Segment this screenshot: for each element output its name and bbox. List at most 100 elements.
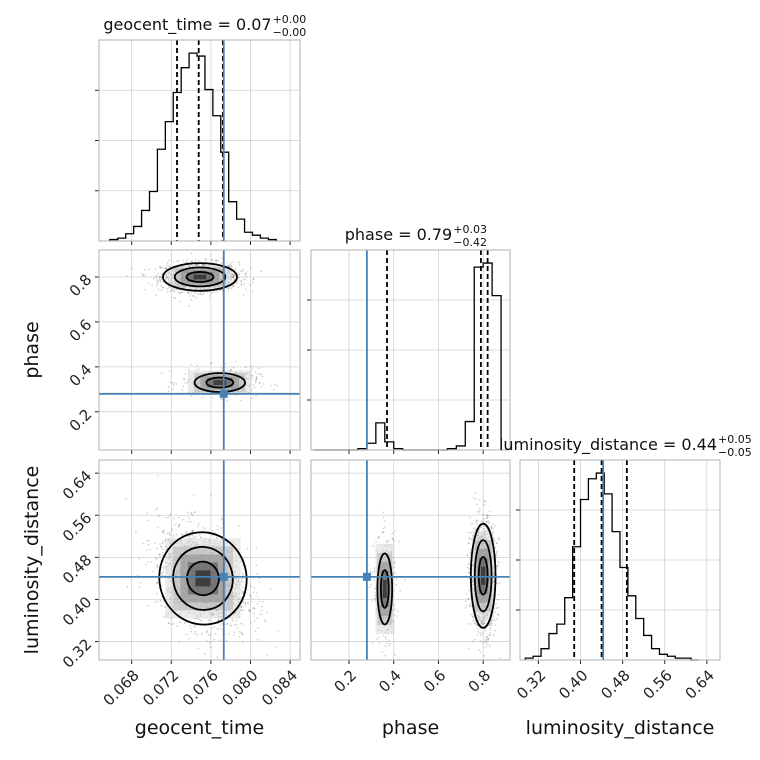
sample-point	[173, 291, 176, 293]
sample-point	[194, 630, 197, 633]
x-tick-label: 0.4	[375, 666, 405, 696]
sample-point	[385, 637, 387, 640]
sample-point	[255, 394, 257, 397]
sample-point	[484, 641, 486, 644]
sample-point	[250, 621, 252, 624]
sample-point	[211, 530, 214, 532]
sample-point	[469, 623, 472, 625]
sample-point	[146, 512, 149, 515]
sample-point	[178, 524, 180, 527]
sample-point	[204, 259, 207, 261]
sample-point	[483, 503, 485, 506]
sample-point	[190, 260, 193, 263]
sample-point	[221, 623, 224, 625]
sample-point	[197, 293, 199, 295]
sample-point	[262, 600, 264, 603]
sample-point	[473, 622, 476, 624]
sample-point	[489, 634, 491, 637]
sample-point	[186, 258, 189, 260]
sample-point	[244, 601, 247, 604]
sample-point	[497, 564, 500, 567]
sample-point	[477, 630, 480, 633]
sample-point	[386, 642, 388, 645]
sample-point	[175, 383, 178, 385]
sample-point	[238, 276, 240, 279]
sample-point	[498, 561, 501, 564]
sample-point	[262, 383, 265, 385]
sample-point	[190, 252, 193, 255]
sample-point	[157, 474, 159, 477]
sample-point	[186, 291, 189, 294]
sample-point	[476, 510, 479, 513]
sample-point	[165, 277, 168, 279]
sample-point	[178, 259, 180, 262]
sample-point	[493, 607, 496, 610]
sample-point	[194, 260, 197, 263]
sample-point	[491, 527, 493, 530]
sample-point	[172, 296, 175, 299]
sample-point	[473, 527, 476, 529]
sample-point	[139, 581, 142, 584]
sample-point	[394, 654, 396, 656]
sample-point	[382, 531, 384, 534]
sample-point	[159, 281, 162, 283]
sample-point	[242, 581, 244, 584]
sample-point	[173, 381, 176, 384]
sample-point	[372, 642, 374, 644]
sample-point	[484, 629, 487, 632]
sample-point	[468, 604, 471, 607]
sample-point	[483, 622, 485, 625]
sample-point	[177, 526, 180, 528]
sample-point	[152, 277, 155, 280]
sample-point	[197, 368, 200, 370]
sample-point	[168, 622, 170, 624]
sample-point	[242, 279, 245, 281]
sample-point	[165, 516, 167, 519]
sample-point	[498, 537, 500, 539]
sample-point	[488, 634, 491, 636]
sample-point	[470, 532, 473, 534]
sample-point	[385, 540, 388, 542]
sample-point	[165, 264, 168, 267]
sample-point	[479, 507, 481, 510]
sample-point	[246, 601, 249, 604]
sample-point	[162, 554, 164, 557]
sample-point	[170, 512, 172, 515]
sample-point	[200, 536, 203, 539]
sample-point	[488, 623, 491, 625]
sample-point	[204, 652, 206, 655]
sample-point	[213, 626, 216, 628]
sample-point	[197, 525, 199, 528]
sample-point	[270, 588, 272, 590]
sample-point	[187, 292, 190, 294]
sample-point	[486, 643, 489, 645]
sample-point	[481, 632, 484, 635]
sample-point	[253, 386, 256, 389]
sample-point	[495, 567, 498, 569]
sample-point	[167, 622, 170, 625]
sample-point	[209, 362, 212, 365]
y-tick-label: 0.2	[66, 405, 96, 435]
sample-point	[178, 523, 181, 526]
title-main: luminosity_distance = 0.44	[499, 435, 717, 455]
sample-point	[221, 369, 223, 371]
sample-point	[144, 268, 146, 271]
sample-point	[205, 640, 208, 642]
sample-point	[487, 516, 489, 518]
sample-point	[220, 517, 223, 520]
sample-point	[497, 538, 500, 541]
sample-point	[164, 275, 167, 278]
sample-point	[166, 288, 169, 290]
sample-point	[475, 623, 478, 626]
sample-point	[490, 626, 492, 629]
sample-point	[233, 273, 236, 276]
sample-point	[226, 399, 228, 402]
sample-point	[194, 258, 197, 261]
sample-point	[384, 636, 387, 638]
sample-point	[495, 552, 498, 554]
sample-point	[395, 578, 398, 581]
sample-point	[207, 619, 210, 622]
sample-point	[188, 516, 191, 519]
sample-point	[232, 285, 235, 287]
sample-point	[248, 609, 251, 611]
